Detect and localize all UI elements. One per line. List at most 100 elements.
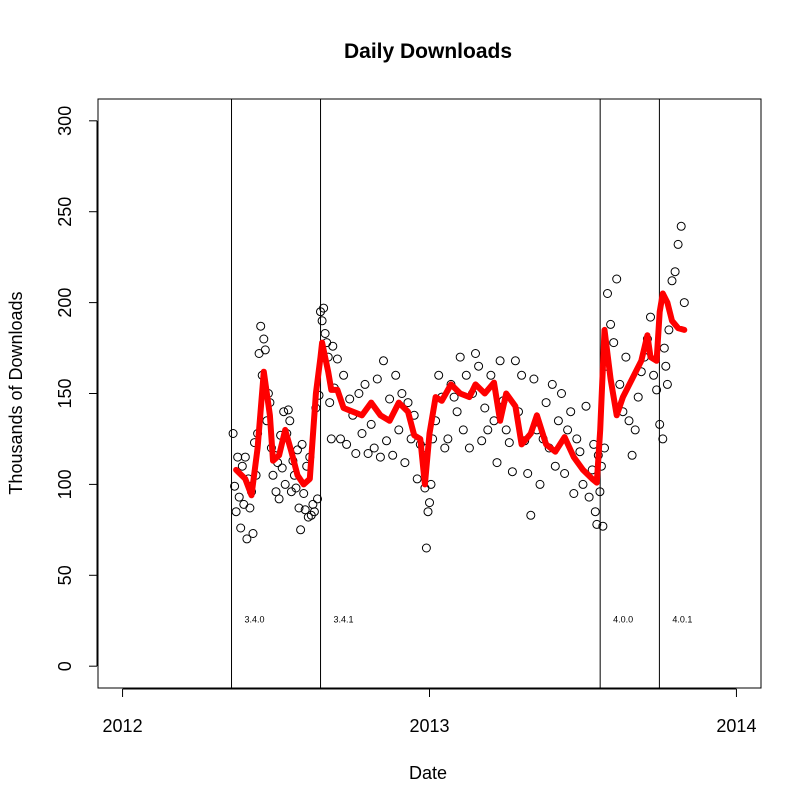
- data-point: [228, 429, 238, 438]
- data-point: [667, 276, 677, 286]
- data-point: [655, 419, 665, 429]
- data-point: [572, 434, 582, 444]
- data-point: [403, 398, 413, 408]
- data-point: [277, 463, 287, 473]
- data-point: [630, 425, 640, 435]
- data-point: [575, 447, 585, 457]
- data-point: [245, 503, 255, 513]
- x-axis: 2012 2013 2014: [103, 688, 756, 736]
- data-point: [464, 443, 474, 453]
- data-point: [495, 356, 505, 366]
- release-label-4.0.0: 4.0.0: [613, 615, 633, 625]
- data-point: [455, 352, 465, 362]
- data-point: [237, 461, 247, 471]
- data-point: [553, 416, 563, 426]
- data-point: [517, 370, 527, 380]
- data-point: [256, 321, 266, 331]
- data-point: [627, 450, 637, 460]
- x-tick-label: 2013: [409, 716, 449, 736]
- x-tick-label: 2014: [716, 716, 756, 736]
- data-point: [458, 425, 468, 435]
- release-lines: 3.4.0 3.4.1 4.0.0 4.0.1: [231, 99, 692, 688]
- data-point: [443, 434, 453, 444]
- data-point: [584, 492, 594, 502]
- data-point: [621, 352, 631, 362]
- data-point: [676, 221, 686, 231]
- data-point: [434, 370, 444, 380]
- data-point: [320, 329, 330, 338]
- data-point: [391, 370, 401, 380]
- data-point: [615, 379, 625, 389]
- data-point: [240, 452, 250, 462]
- data-point: [595, 487, 605, 497]
- data-point: [336, 434, 345, 444]
- data-point: [317, 316, 327, 326]
- data-point: [609, 338, 619, 348]
- data-point: [375, 452, 385, 462]
- data-point: [440, 443, 450, 453]
- data-point: [661, 361, 671, 371]
- data-point: [423, 507, 433, 517]
- data-point: [541, 398, 551, 408]
- data-point: [285, 416, 295, 426]
- data-point: [231, 507, 241, 517]
- data-point: [633, 392, 643, 402]
- data-point: [606, 319, 616, 329]
- data-point: [452, 407, 462, 417]
- data-point: [603, 289, 612, 298]
- data-point: [507, 467, 517, 477]
- data-point: [658, 434, 668, 444]
- data-point: [501, 425, 511, 435]
- data-point: [363, 449, 373, 458]
- data-point: [313, 494, 322, 504]
- y-tick-label: 50: [55, 565, 75, 585]
- data-point: [259, 334, 269, 344]
- data-point: [280, 479, 290, 489]
- data-point: [504, 438, 514, 448]
- data-point: [394, 425, 404, 435]
- data-point: [369, 443, 379, 453]
- data-point: [646, 312, 655, 322]
- data-point: [412, 474, 422, 484]
- data-point: [299, 489, 309, 498]
- data-point: [236, 523, 246, 533]
- data-point: [480, 403, 490, 413]
- data-point: [234, 492, 244, 502]
- data-point: [332, 354, 342, 364]
- x-axis-label: Date: [409, 763, 447, 783]
- data-point: [326, 434, 336, 444]
- y-tick-label: 200: [55, 288, 75, 318]
- data-point: [477, 436, 487, 446]
- y-tick-label: 150: [55, 378, 75, 408]
- data-point: [351, 449, 361, 458]
- data-point: [297, 439, 307, 449]
- data-point: [590, 507, 600, 517]
- data-point: [325, 398, 335, 408]
- data-point: [449, 392, 459, 402]
- data-point: [230, 481, 240, 491]
- data-point: [339, 370, 349, 380]
- data-point: [360, 379, 370, 389]
- data-point: [592, 519, 602, 529]
- data-point: [550, 461, 560, 471]
- data-point: [279, 407, 289, 417]
- data-point: [566, 407, 576, 417]
- data-point: [471, 349, 480, 358]
- data-point: [274, 494, 284, 504]
- release-label-3.4.0: 3.4.0: [245, 615, 265, 625]
- data-point: [268, 470, 278, 480]
- data-point: [486, 370, 496, 380]
- data-point: [523, 469, 533, 478]
- data-point: [385, 394, 395, 404]
- data-point: [569, 489, 579, 498]
- data-point: [382, 436, 391, 446]
- data-point: [421, 543, 431, 553]
- data-point: [547, 379, 557, 389]
- data-point: [354, 389, 364, 398]
- data-point: [483, 425, 493, 435]
- release-label-3.4.1: 3.4.1: [334, 615, 354, 625]
- y-tick-label: 100: [55, 469, 75, 499]
- plot-frame: [97, 98, 762, 689]
- data-point: [309, 507, 319, 517]
